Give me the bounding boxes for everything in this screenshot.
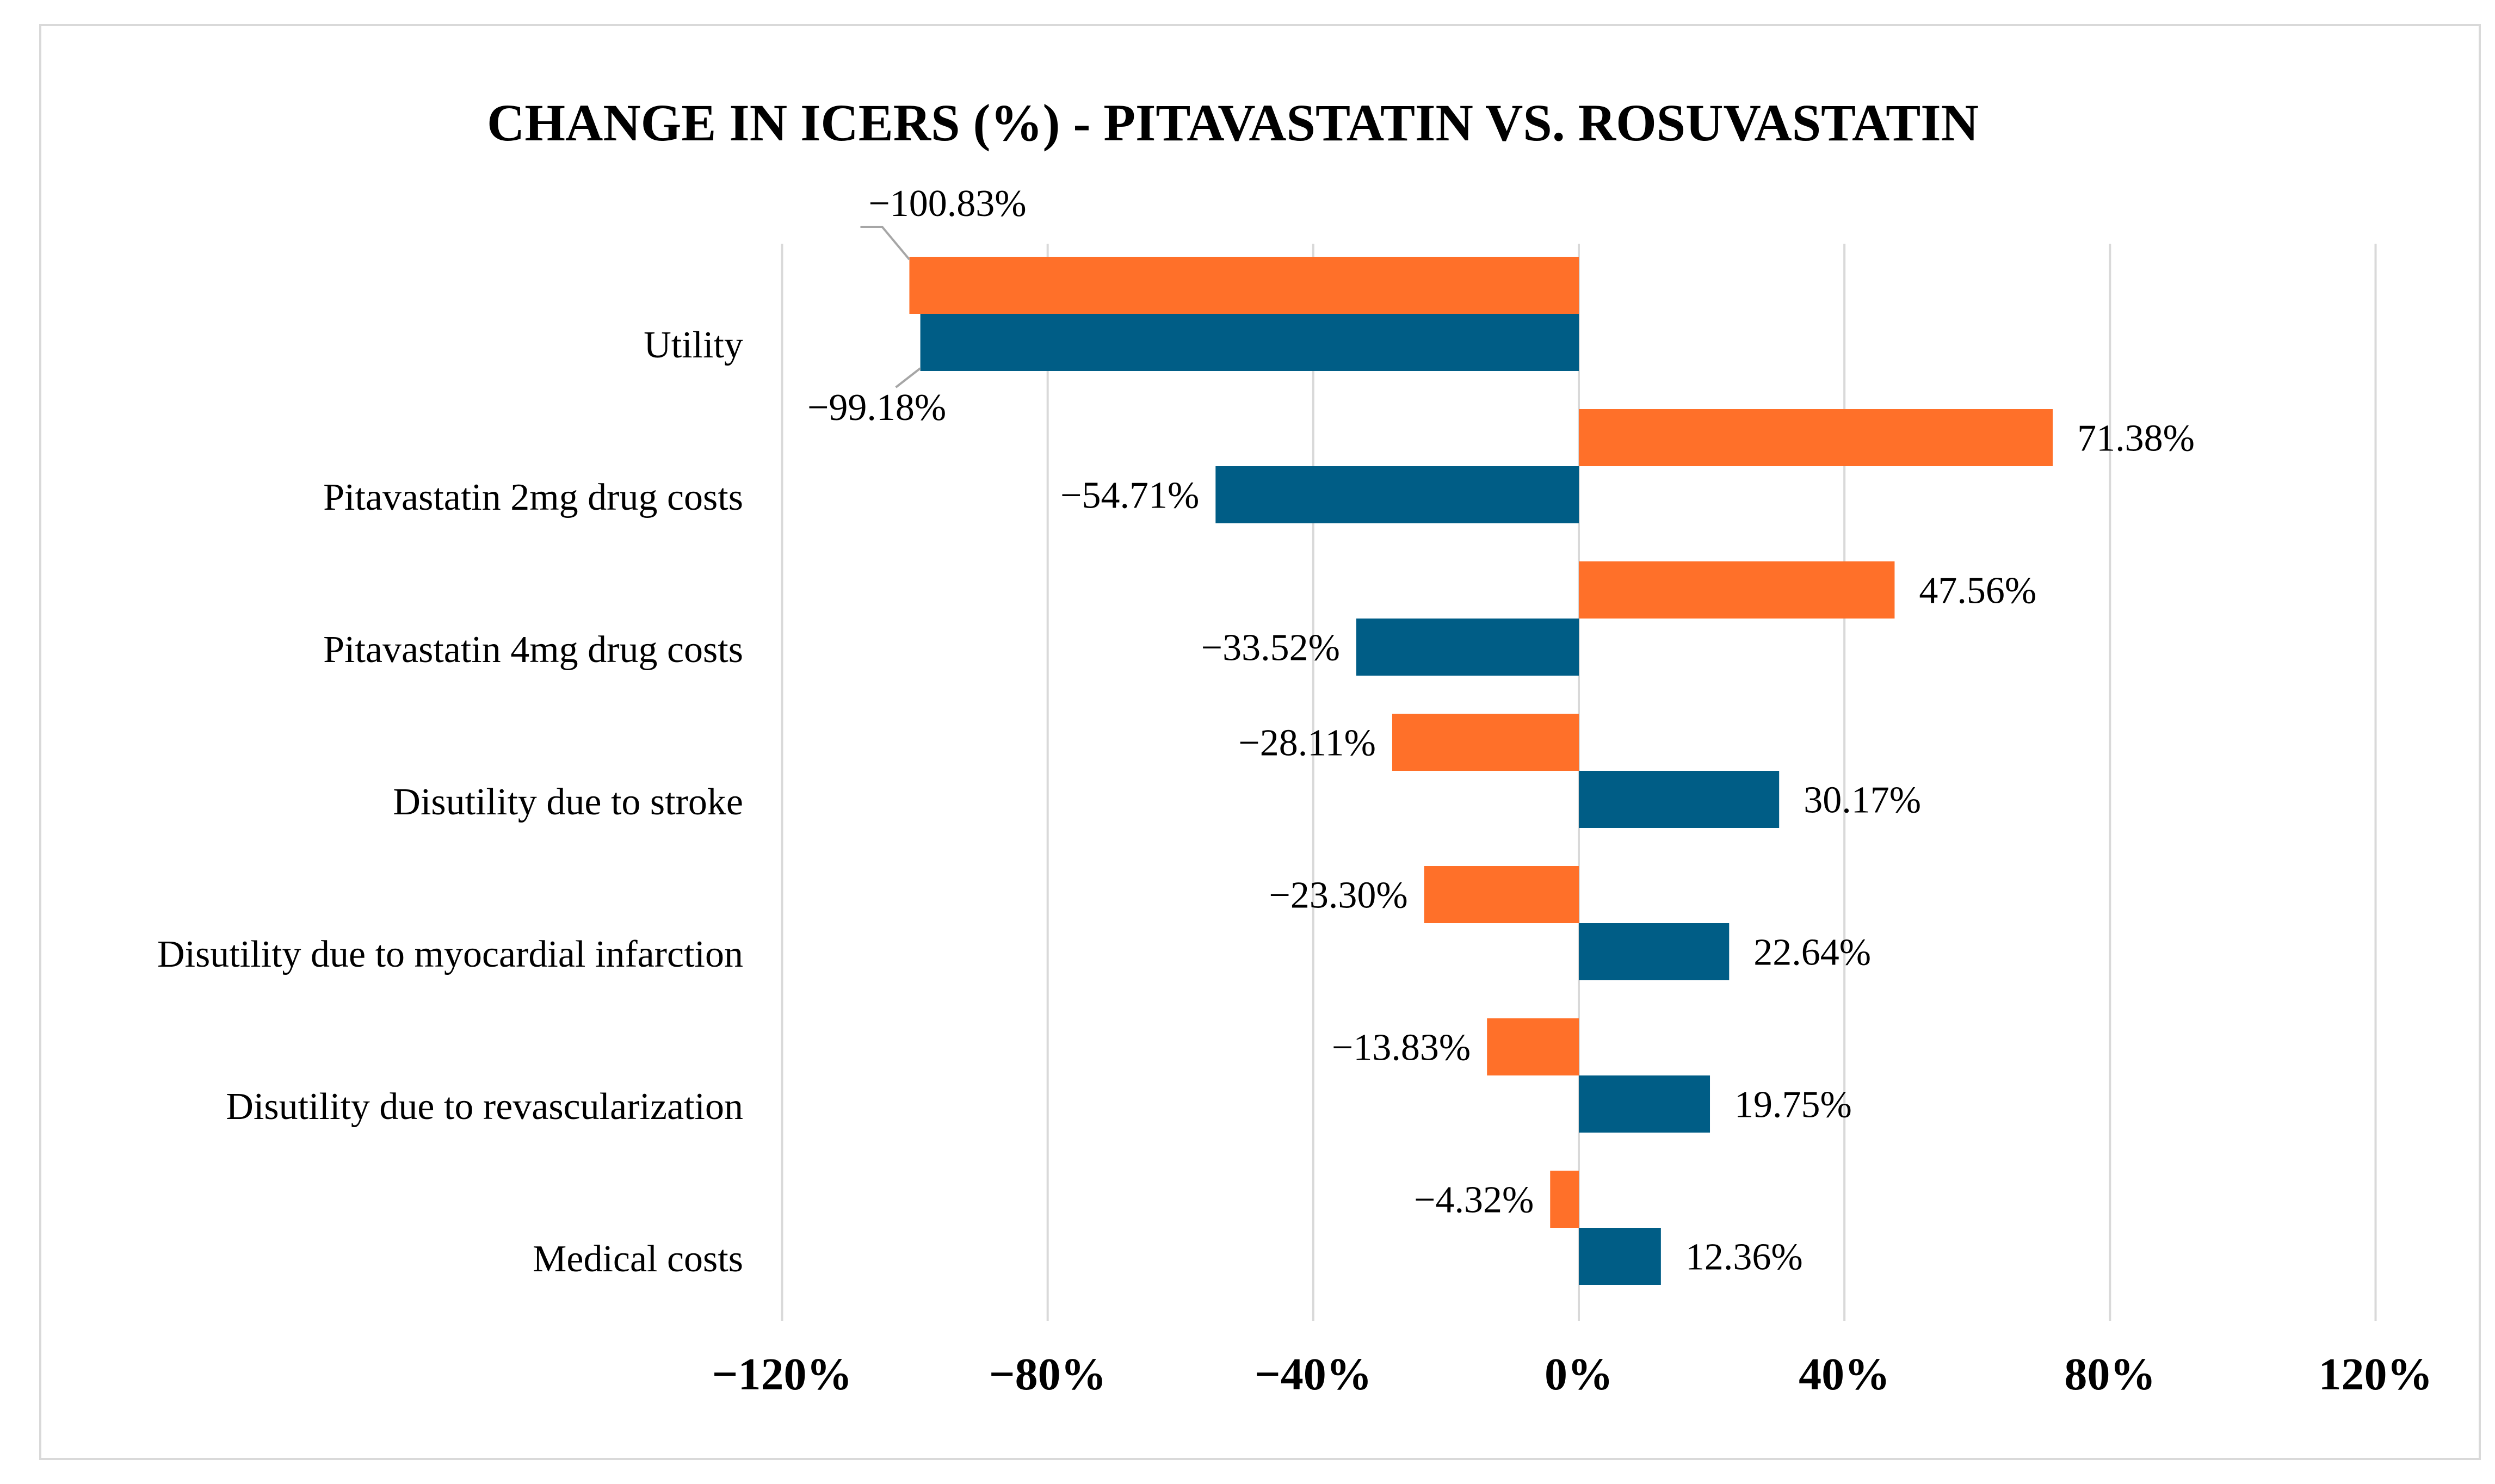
bar — [1579, 923, 1730, 980]
chart-title: CHANGE IN ICERS (%) - PITAVASTATIN VS. R… — [487, 94, 1979, 152]
data-label: 12.36% — [1685, 1236, 1803, 1278]
bar — [1487, 1018, 1579, 1075]
leader-line — [860, 226, 911, 261]
bar — [1579, 561, 1895, 619]
leader-lines — [860, 226, 921, 388]
chart-frame: CHANGE IN ICERS (%) - PITAVASTATIN VS. R… — [39, 24, 2481, 1460]
x-tick-label: 120% — [2318, 1349, 2432, 1400]
bar — [909, 257, 1579, 314]
x-tick-labels: −120% −80% −40% 0% 40% 80% 120% — [712, 1349, 2433, 1400]
bar — [1550, 1171, 1579, 1228]
data-label: −99.18% — [807, 387, 946, 429]
data-labels: −100.83% −99.18% 71.38% −54.71% 47.56% −33.52… — [807, 183, 2195, 1278]
bars — [909, 257, 2053, 1285]
data-label: −28.11% — [1238, 722, 1376, 764]
leader-line — [895, 367, 921, 388]
x-tick-label: −120% — [712, 1349, 853, 1400]
data-label: 71.38% — [2077, 418, 2195, 460]
bar — [1356, 619, 1579, 676]
bar — [1392, 714, 1579, 771]
data-label: −33.52% — [1201, 627, 1340, 669]
category-label: Disutility due to revascularization — [226, 1086, 743, 1128]
bar — [1215, 466, 1579, 523]
data-label: −13.83% — [1332, 1027, 1471, 1069]
category-labels: Utility Pitavastatin 2mg drug costs Pitava… — [157, 324, 743, 1280]
bar — [1424, 866, 1579, 923]
category-label: Disutility due to myocardial infarction — [157, 933, 743, 975]
category-label: Disutility due to stroke — [393, 781, 743, 823]
category-label: Utility — [644, 324, 743, 366]
data-label: 19.75% — [1734, 1084, 1852, 1126]
data-label: −4.32% — [1414, 1179, 1534, 1221]
bar — [1579, 771, 1780, 828]
category-label: Pitavastatin 4mg drug costs — [323, 629, 743, 671]
data-label: 22.64% — [1753, 932, 1871, 974]
data-label: 47.56% — [1919, 570, 2036, 612]
x-tick-label: −80% — [989, 1349, 1107, 1400]
data-label: −100.83% — [868, 183, 1026, 225]
bar — [1579, 1228, 1661, 1285]
bar — [920, 314, 1579, 371]
data-label: 30.17% — [1804, 780, 1921, 821]
x-tick-label: 0% — [1545, 1349, 1613, 1400]
x-tick-label: 40% — [1799, 1349, 1890, 1400]
data-label: −54.71% — [1060, 475, 1199, 517]
data-label: −23.30% — [1269, 875, 1407, 917]
category-label: Medical costs — [533, 1238, 743, 1280]
bar — [1579, 409, 2053, 466]
x-tick-label: 80% — [2064, 1349, 2156, 1400]
x-tick-label: −40% — [1255, 1349, 1372, 1400]
category-label: Pitavastatin 2mg drug costs — [323, 477, 743, 518]
chart-svg: CHANGE IN ICERS (%) - PITAVASTATIN VS. R… — [157, 94, 2433, 1400]
bar — [1579, 1075, 1710, 1133]
